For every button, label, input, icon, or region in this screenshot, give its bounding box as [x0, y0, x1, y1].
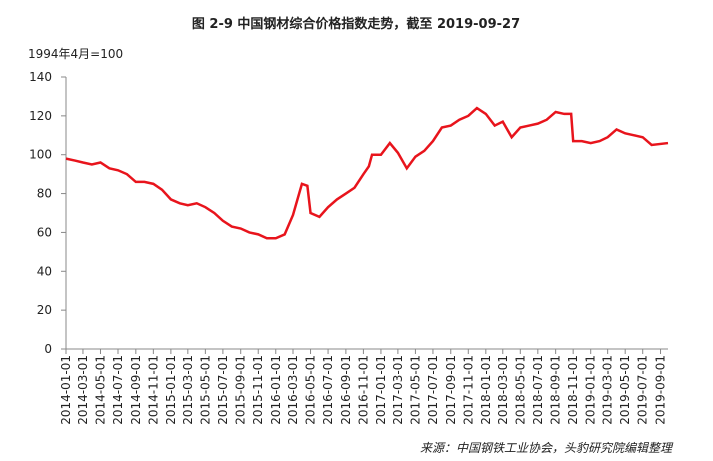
- x-tick-label: 2015-09-01: [234, 355, 248, 425]
- x-tick-label: 2015-03-01: [181, 355, 195, 425]
- x-tick-label: 2016-01-01: [269, 355, 283, 425]
- x-tick-label: 2016-05-01: [304, 355, 318, 425]
- x-tick-label: 2019-03-01: [601, 355, 615, 425]
- x-tick-label: 2016-09-01: [339, 355, 353, 425]
- y-tick-label: 80: [37, 187, 52, 201]
- x-tick-label: 2015-01-01: [164, 355, 178, 425]
- x-tick-label: 2018-11-01: [566, 355, 580, 425]
- x-tick-label: 2016-07-01: [321, 355, 335, 425]
- x-tick-label: 2015-11-01: [251, 355, 265, 425]
- x-tick-label: 2017-01-01: [374, 355, 388, 425]
- x-tick-label: 2014-05-01: [93, 355, 107, 425]
- x-tick-label: 2019-01-01: [584, 355, 598, 425]
- line: [65, 106, 669, 240]
- y-axis-label: 1994年4月=100: [28, 47, 123, 61]
- x-tick-label: 2018-01-01: [479, 355, 493, 425]
- y-tick-label: 100: [29, 148, 52, 162]
- x-tick-label: 2015-05-01: [198, 355, 212, 425]
- x-tick-label: 2018-07-01: [531, 355, 545, 425]
- y-tick-label: 40: [37, 264, 52, 278]
- chart-title: 图 2-9 中国钢材综合价格指数走势，截至 2019-09-27: [192, 16, 520, 32]
- y-tick-label: 140: [29, 70, 52, 84]
- x-tick-label: 2017-07-01: [426, 355, 440, 425]
- x-tick-label: 2018-05-01: [513, 355, 527, 425]
- x-tick-label: 2014-11-01: [146, 355, 160, 425]
- x-tick-label: 2015-07-01: [216, 355, 230, 425]
- y-tick-label: 20: [37, 303, 52, 317]
- x-tick-label: 2016-11-01: [356, 355, 370, 425]
- x-tick-label: 2014-09-01: [129, 355, 143, 425]
- x-tick-label: 2018-03-01: [496, 355, 510, 425]
- x-tick-label: 2016-03-01: [286, 355, 300, 425]
- x-tick-label: 2017-09-01: [444, 355, 458, 425]
- x-tick-label: 2017-05-01: [408, 355, 422, 425]
- x-tick-label: 2014-01-01: [59, 355, 73, 425]
- x-tick-label: 2014-03-01: [76, 355, 90, 425]
- x-tick-label: 2019-05-01: [618, 355, 632, 425]
- source: 来源：中国钢铁工业协会，头豹研究院编辑整理: [420, 441, 674, 455]
- y-tick-label: 60: [37, 225, 52, 239]
- x-tick-label: 2019-07-01: [636, 355, 650, 425]
- x-tick-label: 2014-07-01: [111, 355, 125, 425]
- x-tick-label: 2018-09-01: [549, 355, 563, 425]
- y-tick-label: 0: [44, 342, 52, 356]
- y-tick-label: 120: [29, 109, 52, 123]
- x-tick-label: 2017-03-01: [391, 355, 405, 425]
- x-tick-label: 2017-11-01: [461, 355, 475, 425]
- x-tick-label: 2019-09-01: [654, 355, 668, 425]
